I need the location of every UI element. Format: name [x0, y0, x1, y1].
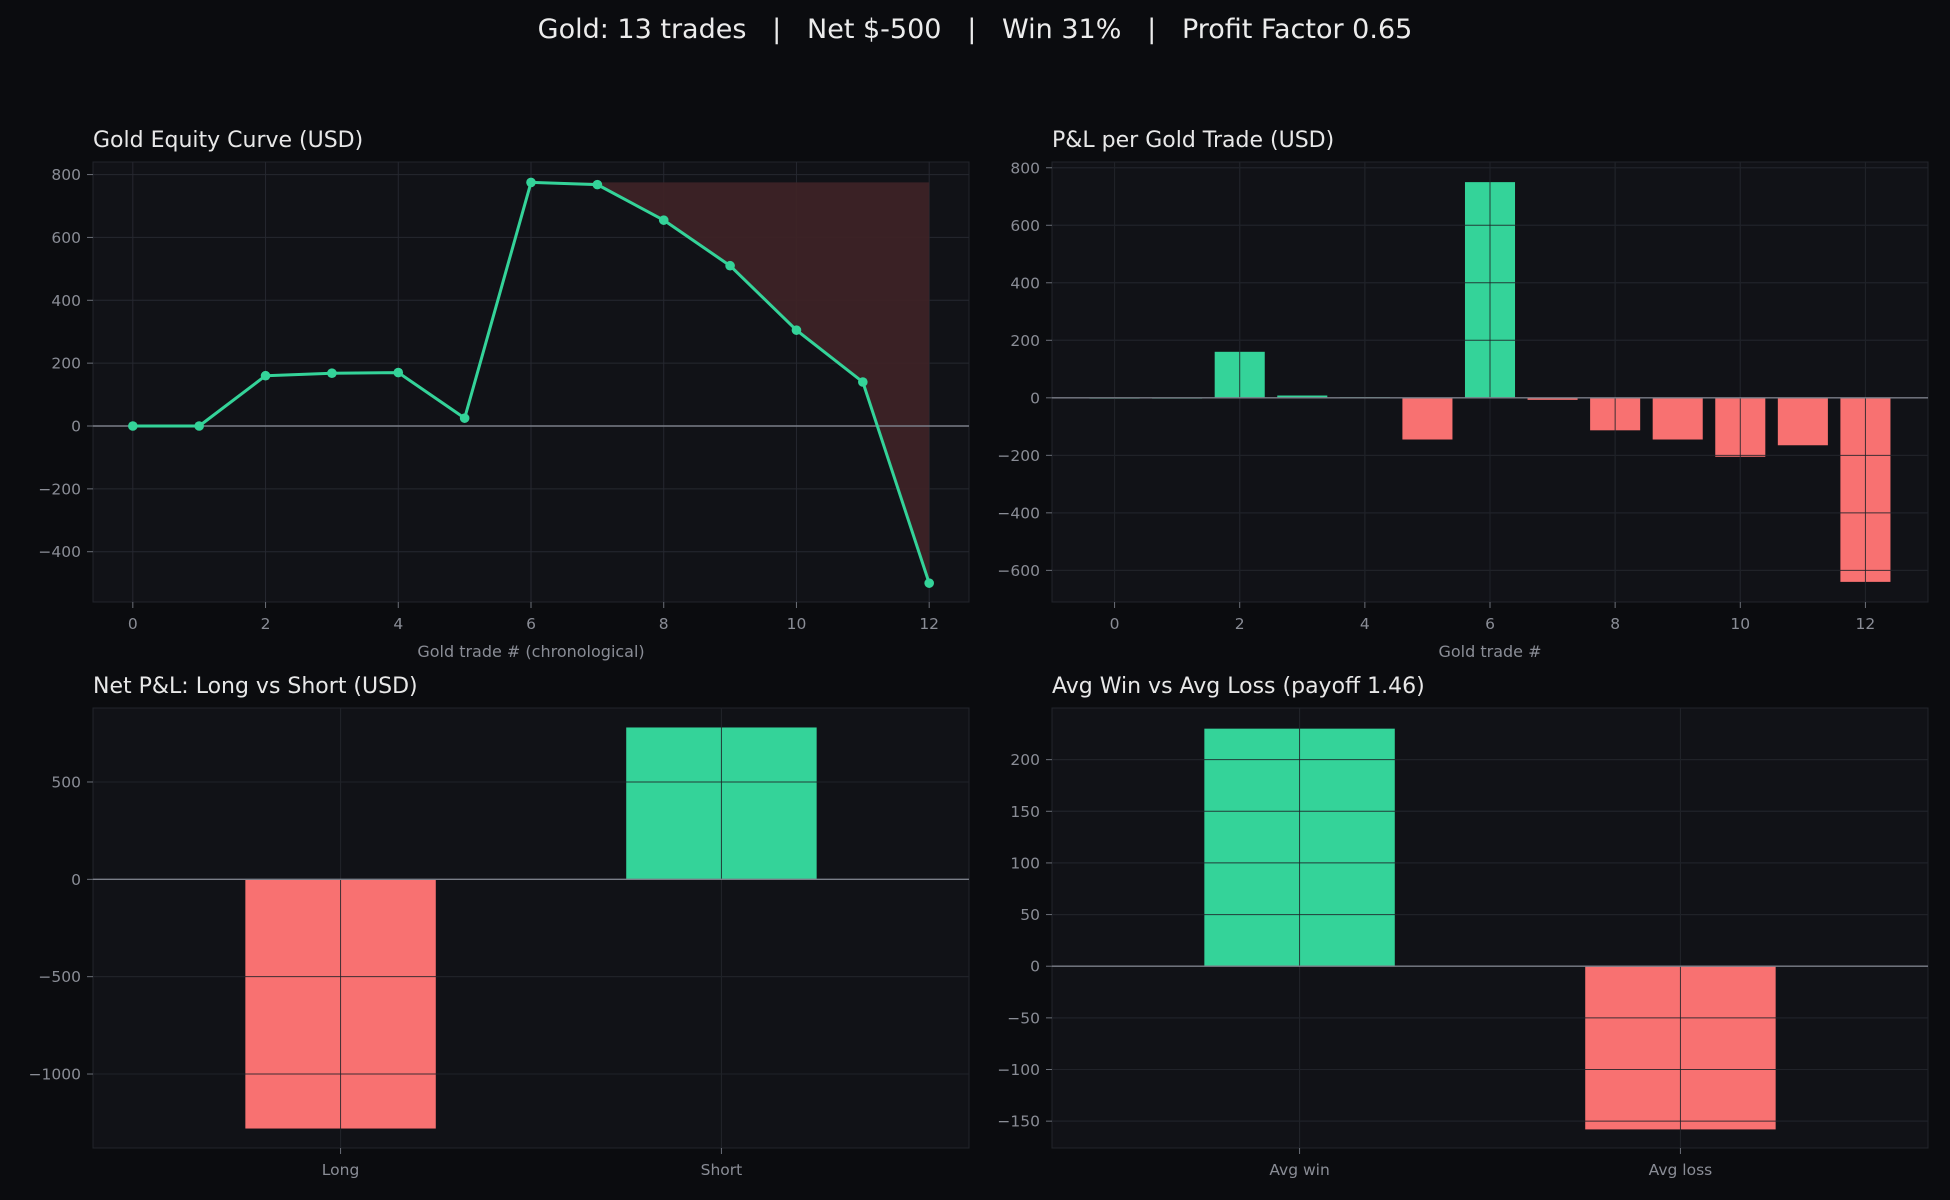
pnl-chart: 0 2 4 6 8 10 12 −600 −400 −200 0 200 400 600 800 Gold t…	[997, 159, 1929, 661]
winloss-chart: Avg win Avg loss −150 −100 −50 0 50 100 150 200	[997, 707, 1929, 1179]
equity-data-point	[327, 368, 337, 379]
equity-data-point	[791, 325, 802, 335]
pnl-x-tick-label: 10	[1730, 615, 1750, 633]
pnl-bar	[1402, 397, 1453, 440]
equity-data-point	[658, 215, 669, 225]
pnl-chart-title: P&L per Gold Trade (USD)	[1052, 128, 1335, 153]
figure-suptitle: Gold: 13 trades | Net $-500 | Win 31% | …	[537, 14, 1413, 45]
pnl-y-tick-label: 800	[1010, 159, 1040, 177]
equity-y-tick-label: 0	[71, 418, 81, 436]
pnl-x-tick-label: 8	[1610, 615, 1620, 633]
longshort-x-tick-label: Long	[322, 1161, 360, 1179]
longshort-chart-title: Net P&L: Long vs Short (USD)	[93, 674, 418, 699]
winloss-y-tick-label: 200	[1010, 751, 1040, 769]
winloss-y-tick-label: 50	[1020, 906, 1040, 924]
longshort-plot-area	[92, 707, 970, 1149]
longshort-y-tick-label: 500	[51, 773, 81, 791]
pnl-bar	[1777, 397, 1828, 446]
equity-data-point	[260, 370, 271, 381]
longshort-y-tick-label: −1000	[29, 1066, 81, 1084]
winloss-y-tick-label: 100	[1010, 854, 1040, 872]
winloss-x-tick-label: Avg win	[1269, 1161, 1329, 1179]
equity-data-point	[194, 421, 204, 431]
pnl-y-tick-label: 200	[1010, 332, 1040, 350]
winloss-y-tick-label: 0	[1030, 958, 1040, 976]
pnl-y-tick-label: −400	[997, 504, 1040, 522]
equity-x-tick-label: 8	[659, 615, 669, 633]
winloss-x-tick-label: Avg loss	[1649, 1161, 1713, 1179]
longshort-y-tick-label: −500	[38, 968, 81, 986]
pnl-x-tick-label: 0	[1110, 615, 1120, 633]
equity-y-tick-label: 600	[51, 229, 81, 247]
equity-y-tick-label: −400	[38, 543, 81, 561]
pnl-y-tick-label: 400	[1010, 274, 1040, 292]
equity-x-tick-label: 0	[128, 615, 138, 633]
winloss-y-tick-label: −100	[997, 1061, 1040, 1079]
pnl-x-tick-label: 2	[1235, 615, 1245, 633]
equity-x-tick-label: 12	[919, 615, 939, 633]
pnl-y-tick-label: −600	[997, 562, 1040, 580]
equity-x-tick-label: 4	[393, 615, 403, 633]
equity-data-point	[924, 578, 934, 588]
equity-y-tick-label: 200	[51, 355, 81, 373]
pnl-y-tick-label: −200	[997, 447, 1040, 465]
pnl-x-axis-label: Gold trade #	[1438, 642, 1541, 661]
pnl-bar	[1652, 397, 1703, 440]
equity-chart-title: Gold Equity Curve (USD)	[93, 128, 364, 153]
winloss-y-tick-label: −50	[1007, 1009, 1040, 1027]
equity-y-tick-label: 400	[51, 292, 81, 310]
longshort-x-tick-label: Short	[701, 1161, 743, 1179]
equity-data-point	[128, 421, 138, 431]
winloss-y-tick-label: −150	[997, 1113, 1040, 1131]
equity-data-point	[858, 377, 868, 387]
pnl-x-tick-label: 12	[1856, 615, 1876, 633]
pnl-x-tick-label: 6	[1485, 615, 1495, 633]
equity-data-point	[459, 413, 470, 423]
equity-x-tick-label: 10	[787, 615, 807, 633]
winloss-chart-title: Avg Win vs Avg Loss (payoff 1.46)	[1052, 674, 1425, 699]
equity-x-axis-label: Gold trade # (chronological)	[417, 642, 644, 661]
winloss-plot-area	[1051, 707, 1929, 1149]
equity-x-tick-label: 2	[261, 615, 271, 633]
equity-chart: 0 2 4 6 8 10 12 −400 −200 0 200 400 600 800 Gold trade…	[38, 161, 970, 661]
winloss-y-tick-label: 150	[1010, 803, 1040, 821]
equity-y-tick-label: −200	[38, 480, 81, 498]
equity-data-point	[725, 260, 735, 271]
pnl-x-tick-label: 4	[1360, 615, 1370, 633]
equity-y-tick-label: 800	[51, 166, 81, 184]
equity-data-point	[393, 367, 404, 378]
pnl-bar	[1527, 397, 1578, 400]
equity-data-point	[592, 179, 603, 190]
longshort-chart: Long Short −1000 −500 0 500	[29, 707, 970, 1179]
longshort-y-tick-label: 0	[71, 871, 81, 889]
pnl-y-tick-label: 600	[1010, 217, 1040, 235]
equity-data-point	[526, 177, 536, 188]
equity-x-tick-label: 6	[526, 615, 536, 633]
pnl-bar	[1277, 395, 1328, 398]
equity-drawdown-area	[531, 182, 930, 584]
pnl-y-tick-label: 0	[1030, 389, 1040, 407]
